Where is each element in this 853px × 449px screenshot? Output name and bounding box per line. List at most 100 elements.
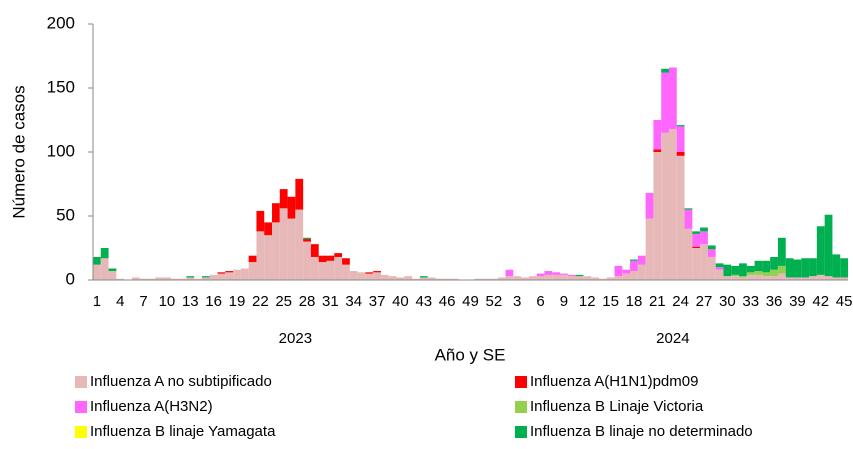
bar-segment (684, 208, 693, 210)
bar-segment (723, 264, 732, 277)
bar-segment (560, 274, 568, 280)
bar-segment (279, 189, 288, 209)
x-tick-label: 15 (602, 293, 619, 310)
x-tick-label: 22 (252, 293, 269, 310)
bar-segment (544, 271, 553, 275)
bar-segment (832, 277, 841, 280)
bar-segment (349, 271, 358, 280)
bar-segment (583, 276, 592, 280)
legend-swatch (515, 401, 527, 413)
x-tick-label: 37 (369, 293, 386, 310)
bar-segment (715, 267, 724, 270)
bar-segment (380, 274, 389, 280)
x-tick-label: 10 (159, 293, 176, 310)
bar-segment (256, 210, 265, 232)
bar-segment (240, 268, 249, 280)
bar-segment (427, 277, 436, 280)
bar-segment (575, 276, 584, 280)
bar-segment (388, 276, 397, 280)
bar-segment (100, 258, 109, 280)
bar-segment (248, 262, 257, 280)
bar-segment (700, 231, 708, 245)
bar-segment (770, 256, 778, 270)
bar-segment (637, 255, 646, 265)
x-tick-label: 40 (392, 293, 409, 310)
bar-segment (163, 277, 171, 280)
y-tick-label: 100 (47, 141, 75, 160)
bar-segment (770, 276, 778, 280)
x-tick-label: 4 (116, 293, 124, 310)
bar-segment (225, 272, 234, 280)
bar-segment (279, 208, 288, 280)
bar-segment (186, 277, 195, 280)
bar-segment (272, 203, 280, 223)
bar-segment (116, 278, 125, 280)
bar-segment (630, 271, 638, 280)
bar-segment (560, 273, 568, 275)
bar-segment (707, 256, 716, 280)
bar-segment (318, 262, 327, 280)
bar-segment (630, 260, 638, 272)
bar-segment (746, 265, 755, 273)
bar-segment (739, 277, 747, 280)
bar-segment (591, 277, 599, 280)
bar-segment (770, 269, 778, 277)
bar-segment (700, 244, 708, 280)
bar-segment (622, 269, 631, 274)
bar-segment (489, 278, 498, 280)
bar-segment (170, 278, 179, 280)
x-tick-label: 33 (742, 293, 759, 310)
bar-segment (700, 227, 708, 232)
bar-segment (777, 273, 786, 280)
bar-segment (777, 237, 786, 266)
legend-swatch (75, 376, 87, 388)
bar-segment (739, 276, 747, 278)
x-tick-label: 9 (560, 293, 568, 310)
bar-segment (482, 278, 490, 280)
bar-segment (793, 277, 802, 280)
bar-segment (147, 278, 156, 280)
bar-segment (661, 132, 669, 280)
x-tick-label: 52 (486, 293, 503, 310)
bar-segment (536, 276, 545, 280)
legend-swatch (75, 401, 87, 413)
bar-segment (684, 228, 693, 280)
bar-segment (248, 255, 257, 263)
bar-segment (225, 271, 234, 273)
bar-segment (676, 126, 685, 152)
bar-segment (256, 231, 265, 280)
bar-segment (832, 254, 841, 278)
bar-segment (342, 264, 350, 280)
bar-segment (840, 277, 848, 280)
bar-segment (754, 271, 763, 275)
bar-segment (93, 264, 101, 280)
bar-segment (287, 218, 296, 280)
x-tick-label: 21 (649, 293, 666, 310)
bar-segment (451, 278, 459, 280)
bar-segment (668, 128, 677, 280)
y-tick-label: 50 (56, 205, 75, 224)
bar-segment (93, 256, 101, 265)
bar-segment (785, 277, 794, 280)
bar-segment (653, 149, 662, 152)
legend-label: Influenza B Linaje Victoria (530, 398, 704, 415)
bar-segment (505, 276, 514, 280)
legend-swatch (75, 426, 87, 438)
x-tick-label: 7 (139, 293, 147, 310)
bar-segment (598, 278, 607, 280)
bar-segment (318, 255, 327, 263)
bar-segment (474, 278, 483, 280)
bar-segment (762, 272, 771, 277)
bar-segment (731, 265, 740, 275)
x-tick-label: 6 (536, 293, 544, 310)
bar-segment (139, 278, 148, 280)
bar-segment (544, 274, 553, 280)
bar-segment (777, 265, 786, 274)
bar-segment (326, 260, 335, 280)
bar-segment (809, 276, 817, 280)
bar-segment (513, 276, 522, 280)
legend-swatch (515, 426, 527, 438)
bar-segment (295, 209, 304, 280)
bar-segment (653, 120, 662, 150)
